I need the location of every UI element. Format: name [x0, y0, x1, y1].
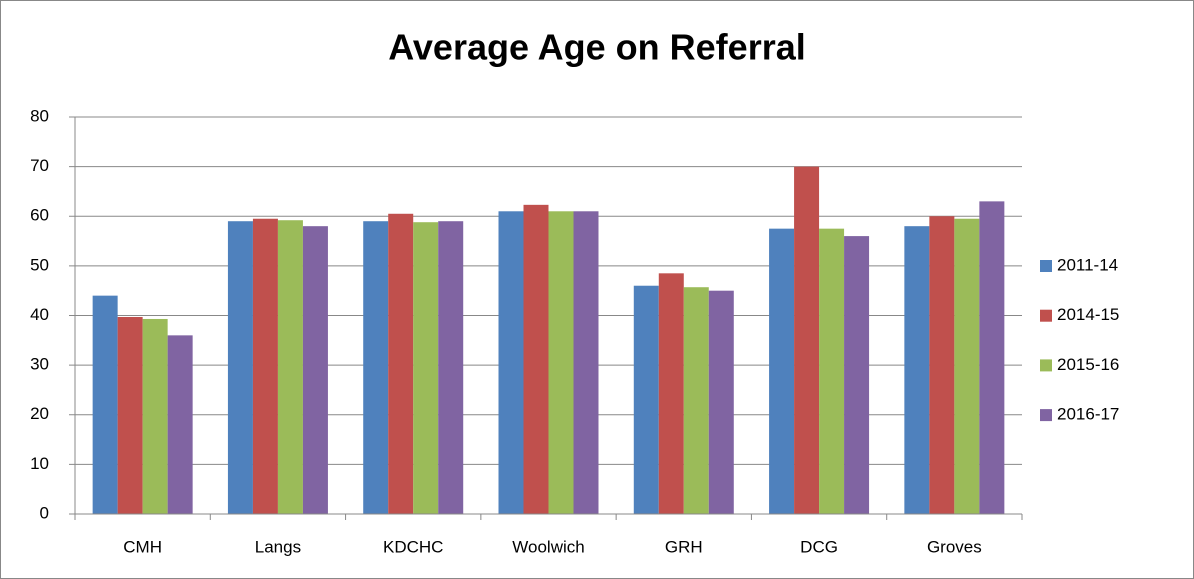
y-tick-label: 80 — [30, 106, 49, 125]
bar — [794, 166, 820, 514]
y-tick-label: 20 — [30, 404, 49, 423]
x-tick-label: DCG — [800, 537, 838, 556]
x-tick-label: Groves — [927, 537, 982, 556]
legend-label: 2011-14 — [1057, 255, 1118, 274]
y-tick-label: 60 — [30, 206, 49, 225]
bar — [523, 204, 549, 514]
legend-label: 2016-17 — [1057, 405, 1119, 424]
legend-swatch — [1040, 359, 1052, 372]
bar — [227, 221, 253, 514]
y-tick-label: 40 — [30, 305, 49, 324]
y-tick-label: 30 — [30, 355, 49, 374]
bar — [573, 211, 599, 514]
bar — [929, 216, 955, 514]
y-tick-label: 10 — [30, 454, 49, 473]
bar — [252, 218, 278, 514]
y-tick-label: 50 — [30, 255, 49, 274]
bar — [658, 273, 684, 514]
legend-label: 2014-15 — [1057, 305, 1119, 324]
bar — [302, 226, 328, 515]
x-tick-label: KDCHC — [383, 537, 443, 556]
x-tick-label: Langs — [255, 537, 301, 556]
legend-label: 2015-16 — [1057, 355, 1119, 374]
legend-swatch — [1040, 260, 1052, 272]
chart-title: Average Age on Referral — [388, 27, 805, 68]
bar — [819, 228, 845, 514]
bar — [633, 285, 659, 514]
bar — [92, 295, 118, 514]
bar — [117, 316, 143, 514]
x-tick-label: CMH — [123, 537, 162, 556]
bar — [708, 290, 734, 514]
bar — [979, 201, 1005, 515]
y-tick-label: 0 — [40, 503, 49, 522]
bar — [142, 318, 168, 514]
bar — [844, 236, 870, 514]
bar — [904, 226, 930, 515]
bar — [277, 220, 303, 514]
bar — [388, 213, 414, 515]
bar — [683, 287, 709, 514]
bar — [769, 228, 795, 514]
x-tick-label: GRH — [665, 537, 703, 556]
x-tick-label: Woolwich — [512, 537, 584, 556]
bar — [438, 221, 464, 514]
bar — [413, 222, 439, 514]
legend-swatch — [1040, 309, 1052, 322]
bar — [548, 211, 574, 514]
bar — [498, 211, 524, 514]
legend-swatch — [1040, 409, 1052, 422]
bar — [954, 218, 980, 514]
bar — [363, 221, 389, 514]
y-tick-label: 70 — [30, 156, 49, 175]
bar — [167, 335, 193, 514]
